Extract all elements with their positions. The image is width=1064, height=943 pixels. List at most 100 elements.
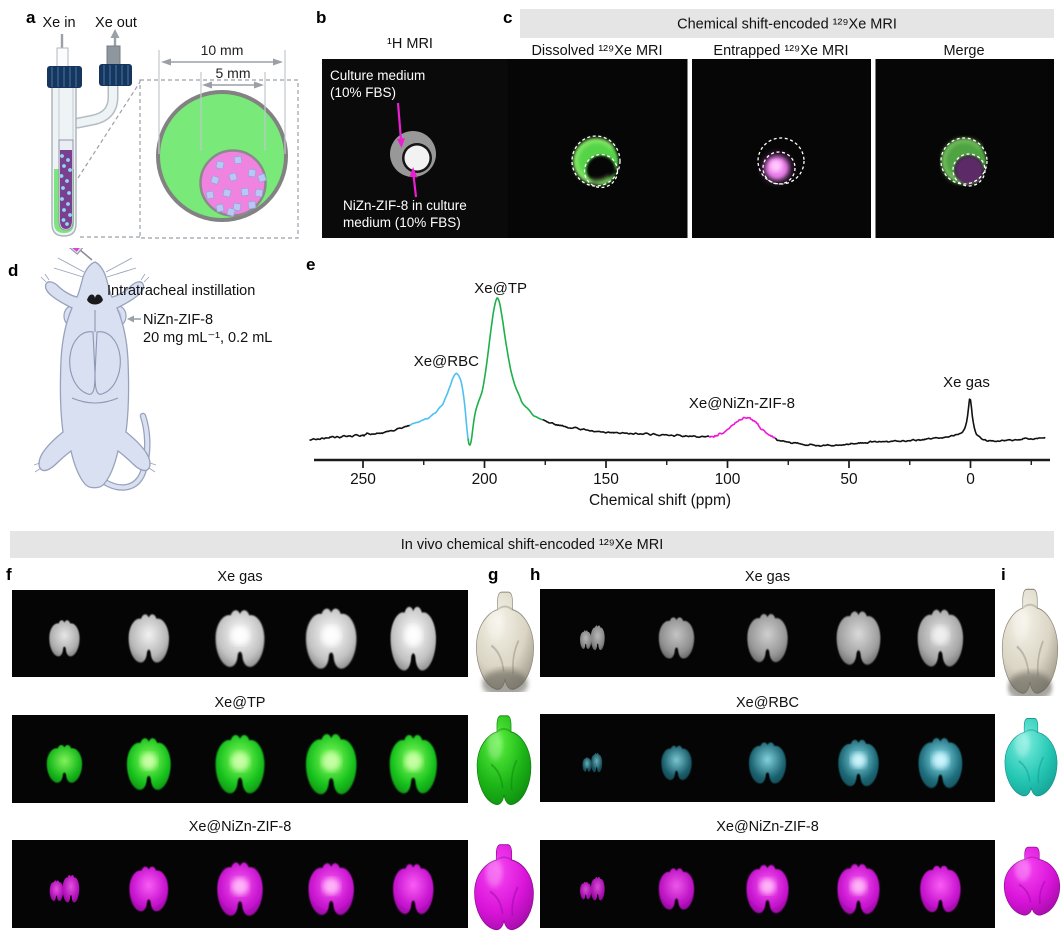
mri-strip-f-row2: [12, 715, 468, 803]
syringe-icon: [47, 248, 93, 261]
proton-mri-title: ¹H MRI: [387, 36, 433, 52]
x-axis-tick-label: 100: [715, 471, 741, 488]
lung-3d-render-i-row2: [1004, 718, 1058, 797]
merge-signal: [940, 137, 988, 187]
mouse-lungs-outline: [69, 310, 121, 404]
panel-label-a: a: [26, 8, 36, 27]
panel-label-f: f: [6, 565, 12, 584]
culture-medium-label-line1: Culture medium: [330, 68, 425, 83]
magnification-guides: [77, 79, 299, 239]
peak-label-3: Xe@NiZn-ZIF-8: [689, 395, 795, 412]
lung-signal-hotspot: [321, 751, 341, 772]
mri-strip-h-row2: [540, 714, 995, 802]
svg-text:10 mm: 10 mm: [201, 42, 244, 58]
lung-signal-hotspot: [140, 753, 158, 770]
mri-strip-h-row1: [540, 589, 995, 677]
x-axis-tick-label: 200: [472, 471, 498, 488]
mri-strip-h-row3: [540, 840, 995, 928]
spectrum-curve-segment: [409, 372, 469, 439]
lung-signal-hotspot: [850, 752, 867, 768]
culture-medium-label-line2: (10% FBS): [330, 85, 396, 100]
peak-label-4: Xe gas: [943, 374, 990, 391]
zif-suspension-spot: [404, 145, 430, 171]
lung-3d-render-g-row1: [475, 591, 535, 692]
lung-signal-hotspot: [850, 878, 867, 895]
spectrum-curve-segment: [467, 297, 544, 446]
phantom-schematic: Xe in Xe out: [42, 15, 299, 239]
lung-signal-hotspot: [230, 751, 250, 771]
row-title-f-xe-zif: Xe@NiZn-ZIF-8: [188, 819, 292, 835]
zif-label-line1: NiZn-ZIF-8 in culture: [343, 198, 467, 213]
zif-particle-icons: [205, 155, 267, 217]
lung-signal-hotspot: [404, 625, 422, 647]
nmr-tube: [51, 88, 77, 237]
row-title-h-xe-gas: Xe gas: [744, 569, 791, 585]
panel-label-h: h: [530, 565, 541, 584]
agent-label: NiZn-ZIF-8: [143, 312, 213, 328]
spectrum-curve-segment: [774, 398, 1046, 447]
lung-3d-render-g-row2: [476, 715, 532, 806]
panel-label-e: e: [306, 255, 316, 274]
lung-signal-hotspot: [322, 878, 340, 895]
lung-signal-hotspot: [931, 626, 950, 645]
lung-signal-hotspot: [321, 626, 341, 646]
lung-signal-hotspot: [932, 752, 949, 769]
peak-label-1: Xe@RBC: [414, 353, 479, 370]
annotation-arrow-up-icon: [412, 174, 418, 198]
x-axis-tick-label: 50: [840, 471, 858, 488]
entrapped-signal: [757, 137, 805, 185]
cse-banner: [520, 9, 1054, 38]
zif-suspension-liquid: [60, 150, 72, 229]
outlet-stub: [106, 45, 121, 66]
roi-inner-dashed-circle: [583, 153, 619, 189]
mri-strip-f-row3: [12, 840, 468, 928]
panel-label-g: g: [488, 565, 499, 584]
row-title-f-xe-tp: Xe@TP: [214, 695, 266, 711]
entrapped-image: [692, 59, 871, 238]
merge-title: Merge: [943, 43, 984, 59]
xe-nmr-spectrum-chart: 250 200 150 100 50 0 Chemical shift (ppm) Xe@RB…: [309, 280, 1050, 509]
row-title-f-xe-gas: Xe gas: [217, 569, 263, 585]
mouse-whiskers: [53, 257, 137, 278]
spectrum-curve-segment: [708, 416, 776, 439]
spectrum-curve-segment: [542, 419, 710, 439]
lung-signal-hotspot: [231, 877, 249, 896]
lung-3d-render-i-row1: [1001, 588, 1059, 696]
mouse-instillation-schematic: Intratracheal instillation NiZn-ZIF-8 20…: [33, 248, 272, 491]
panel-label-i: i: [1001, 565, 1006, 584]
cse-banner-text: Chemical shift-encoded ¹²⁹Xe MRI: [677, 17, 897, 33]
xe-out-label: Xe out: [95, 15, 137, 31]
x-axis-tick-label: 150: [593, 471, 619, 488]
annotation-arrow-down-icon: [396, 102, 403, 141]
tube-cap-right: [99, 64, 132, 86]
dissolved-title: Dissolved ¹²⁹Xe MRI: [531, 43, 662, 59]
suspension-particles: [59, 154, 72, 226]
xe-in-label: Xe in: [42, 15, 75, 31]
mri-strip-f-row1: [12, 590, 468, 677]
roi-outer-dashed-circle: [571, 135, 621, 187]
x-axis-tick-label: 250: [350, 471, 376, 488]
panel-label-c: c: [503, 8, 513, 27]
dimension-10mm: 10 mm: [158, 42, 286, 154]
panel-label-d: d: [8, 261, 19, 280]
cse-mri-panel: Chemical shift-encoded ¹²⁹Xe MRI Dissolv…: [507, 9, 1054, 238]
lung-signal-hotspot: [404, 751, 423, 771]
dimension-5mm: 5 mm: [200, 65, 266, 151]
lung-3d-render-i-row3: [1003, 846, 1061, 916]
lung-3d-render-g-row3: [474, 844, 534, 931]
mouse-mouth-mark: [87, 294, 103, 305]
proton-mri-panel: ¹H MRI Culture medium (10% FBS) NiZn-ZIF…: [322, 36, 510, 238]
peak-label-2: Xe@TP: [474, 280, 527, 297]
dissolved-signal: [571, 135, 621, 189]
lung-signal-hotspot: [759, 878, 776, 895]
row-title-h-xe-rbc: Xe@RBC: [735, 695, 800, 711]
dose-label: 20 mg mL⁻¹, 0.2 mL: [143, 330, 272, 346]
zif-label-line2: medium (10% FBS): [343, 215, 461, 230]
svg-text:5 mm: 5 mm: [216, 65, 251, 81]
tube-cap-left: [47, 66, 82, 88]
invivo-banner: In vivo chemical shift-encoded ¹²⁹Xe MRI: [10, 531, 1054, 558]
mouse-claws: [33, 273, 157, 473]
lung-signal-hotspot: [230, 626, 250, 646]
inlet-stub: [56, 47, 69, 68]
